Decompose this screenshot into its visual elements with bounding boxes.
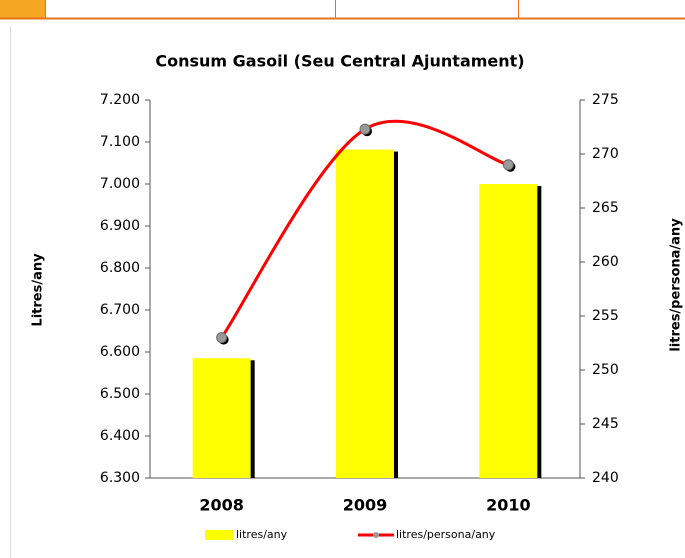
y-tick-label: 6.900 bbox=[100, 218, 140, 234]
line-marker bbox=[502, 159, 514, 171]
y-tick-label: 6.300 bbox=[100, 470, 140, 486]
line-marker bbox=[216, 332, 228, 344]
y-tick-label: 6.700 bbox=[100, 302, 140, 318]
y2-tick-label: 255 bbox=[592, 308, 619, 324]
y2-tick-label: 265 bbox=[592, 200, 619, 216]
legend-swatch bbox=[205, 530, 233, 540]
bar bbox=[479, 184, 538, 478]
header-tab bbox=[0, 0, 45, 18]
y-tick-label: 7.100 bbox=[100, 134, 140, 150]
bar bbox=[192, 358, 251, 478]
y2-tick-label: 245 bbox=[592, 416, 619, 432]
x-tick-label: 2008 bbox=[199, 496, 244, 515]
y-tick-label: 7.000 bbox=[100, 176, 140, 192]
y-tick-label: 6.400 bbox=[100, 428, 140, 444]
y-tick-label: 6.600 bbox=[100, 344, 140, 360]
legend-swatch-marker bbox=[373, 532, 379, 538]
y2-axis-label: litres/persona/any bbox=[669, 218, 684, 352]
x-tick-label: 2010 bbox=[486, 496, 531, 515]
y-tick-label: 6.800 bbox=[100, 260, 140, 276]
legend-label: litres/persona/any bbox=[396, 528, 496, 541]
chart-title: Consum Gasoil (Seu Central Ajuntament) bbox=[155, 52, 524, 71]
y-axis-label: Litres/any bbox=[31, 253, 46, 327]
y2-tick-label: 240 bbox=[592, 470, 619, 486]
y-tick-label: 6.500 bbox=[100, 386, 140, 402]
y2-tick-label: 270 bbox=[592, 146, 619, 162]
line-marker bbox=[359, 123, 371, 135]
y2-tick-label: 250 bbox=[592, 362, 619, 378]
y2-tick-label: 275 bbox=[592, 92, 619, 108]
y-tick-label: 7.200 bbox=[100, 92, 140, 108]
x-tick-label: 2009 bbox=[343, 496, 388, 515]
bar bbox=[336, 149, 394, 478]
y2-tick-label: 260 bbox=[592, 254, 619, 270]
legend-label: litres/any bbox=[236, 528, 288, 541]
